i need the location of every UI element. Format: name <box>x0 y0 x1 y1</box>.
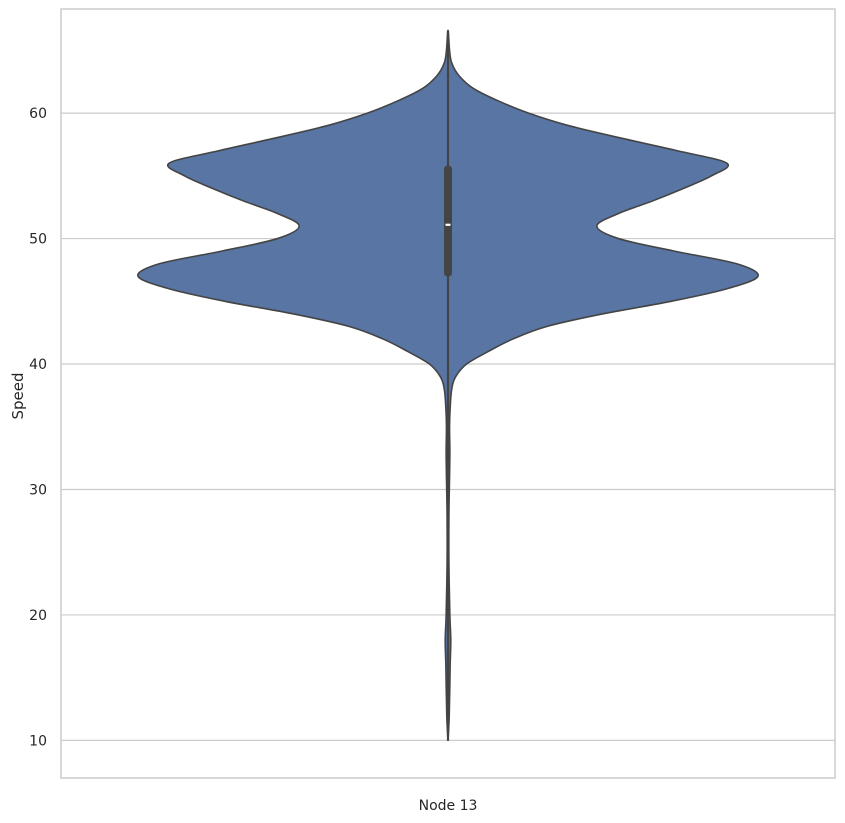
x-tick-labels: Node 13 <box>419 798 478 814</box>
interquartile-box <box>444 165 452 277</box>
y-tick-label: 40 <box>29 357 47 373</box>
x-tick-label: Node 13 <box>419 798 478 814</box>
y-tick-label: 10 <box>29 733 47 749</box>
y-tick-label: 50 <box>29 232 47 248</box>
plot-frame <box>60 8 836 779</box>
y-axis-label: Speed <box>9 372 27 419</box>
y-tick-label: 20 <box>29 608 47 624</box>
plot-frame-border <box>60 8 836 779</box>
y-tick-label: 30 <box>29 482 47 498</box>
y-tick-label: 60 <box>29 106 47 122</box>
y-tick-labels: 10 20 30 40 50 60 <box>29 106 47 749</box>
violin-plot <box>137 29 759 742</box>
